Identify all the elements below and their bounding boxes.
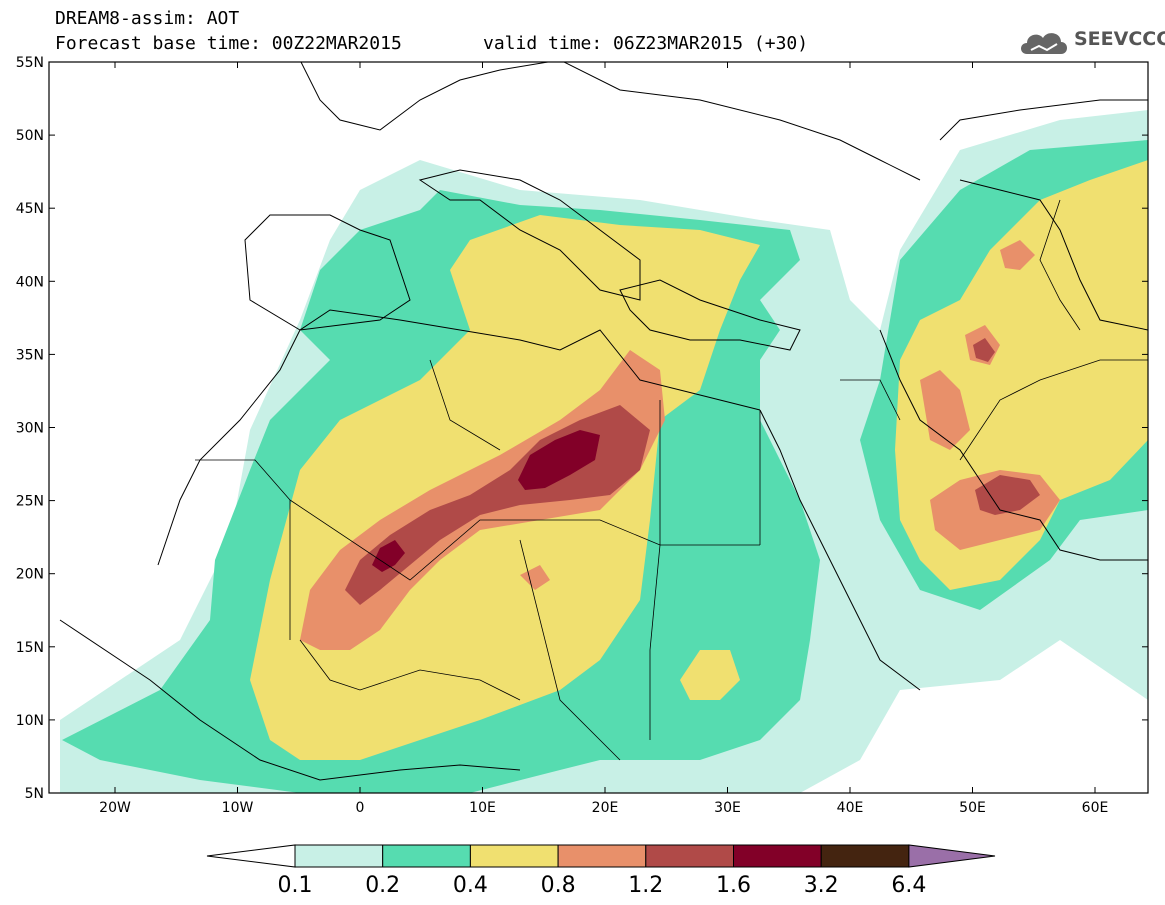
lat-label: 30N: [16, 421, 44, 437]
country-borders: [195, 199, 1148, 761]
colorbar-max-arrow: [908, 844, 996, 868]
colorbar-level-label: 0.8: [541, 873, 576, 898]
lat-label: 10N: [16, 713, 44, 729]
colorbar-box: [294, 844, 384, 868]
aot-contour-lvl5: [973, 338, 995, 362]
lon-label: 10W: [222, 800, 254, 816]
aot-contours: [49, 62, 1148, 793]
aot-contour-lvl4: [1000, 240, 1035, 270]
colorbar-min-arrow: [206, 844, 296, 868]
longitude-axis: 20W 10W 0 10E 20E 30E 40E 50E 60E: [99, 62, 1108, 816]
lat-label: 20N: [16, 567, 44, 583]
colorbar-level-label: 0.1: [278, 873, 313, 898]
aot-contour-lvl4: [920, 370, 970, 450]
lon-label: 0: [356, 800, 365, 816]
colorbar-level-label: 0.4: [453, 873, 488, 898]
valid-time: valid time: 06Z23MAR2015 (+30): [483, 33, 809, 54]
colorbar-level-label: 6.4: [891, 873, 926, 898]
aot-contour-lvl5: [975, 475, 1040, 515]
logo-text: SEEVCCC: [1074, 28, 1165, 50]
lon-label: 60E: [1082, 800, 1109, 816]
lon-label: 30E: [714, 800, 741, 816]
lon-label: 50E: [959, 800, 986, 816]
latitude-axis: 55N 50N 45N 40N 35N 30N 25N 20N 15N 10N 5N: [16, 55, 1148, 802]
aot-contour-lvl3: [680, 650, 740, 700]
colorbar-box: [645, 844, 734, 868]
lat-label: 5N: [25, 786, 44, 802]
lat-label: 55N: [16, 55, 44, 71]
lat-label: 35N: [16, 347, 44, 363]
colorbar-box: [733, 844, 822, 868]
lon-label: 40E: [837, 800, 864, 816]
colorbar: 0.1 0.2 0.4 0.8 1.2 1.6 3.2 6.4: [206, 844, 996, 898]
colorbar-level-label: 0.2: [365, 873, 400, 898]
seevccc-logo: SEEVCCC: [1017, 24, 1165, 58]
lat-label: 45N: [16, 201, 44, 217]
coastlines: [59, 62, 1148, 781]
lat-label: 25N: [16, 494, 44, 510]
forecast-base-time: Forecast base time: 00Z22MAR2015: [55, 33, 402, 54]
lon-label: 20W: [99, 800, 131, 816]
cloud-icon: [1021, 33, 1067, 54]
lat-label: 15N: [16, 640, 44, 656]
lat-label: 50N: [16, 128, 44, 144]
aot-contour-lvl6: [518, 430, 600, 490]
colorbar-box: [557, 844, 647, 868]
lon-label: 20E: [592, 800, 619, 816]
colorbar-box: [469, 844, 559, 868]
colorbar-level-label: 1.2: [628, 873, 663, 898]
colorbar-level-label: 1.6: [716, 873, 751, 898]
colorbar-box: [382, 844, 471, 868]
lat-label: 40N: [16, 274, 44, 290]
map-title: DREAM8-assim: AOT: [55, 8, 240, 29]
colorbar-box: [820, 844, 910, 868]
lon-label: 10E: [469, 800, 496, 816]
colorbar-level-label: 3.2: [804, 873, 839, 898]
aot-contour-lvl6: [372, 540, 405, 572]
